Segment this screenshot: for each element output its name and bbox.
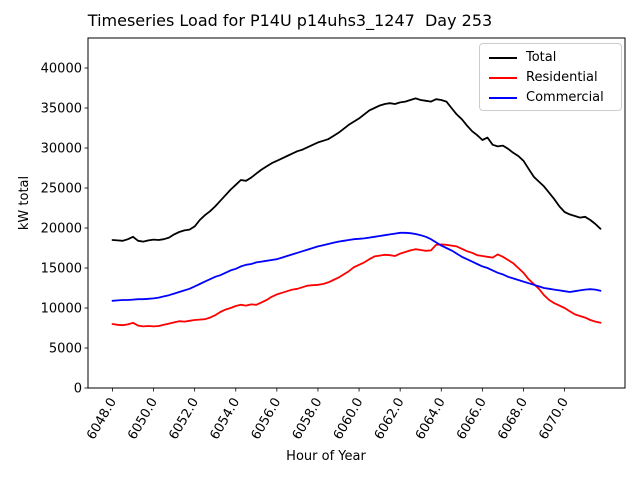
x-tick-label: 6056.0	[249, 396, 285, 443]
x-tick-label: 6048.0	[84, 396, 120, 443]
y-tick-label: 5000	[49, 342, 82, 357]
legend-label-total: Total	[526, 50, 557, 65]
x-tick-label: 6052.0	[166, 396, 202, 443]
y-tick-label: 15000	[41, 262, 82, 277]
series-line-residential	[111, 243, 602, 328]
y-tick-label: 40000	[41, 62, 82, 77]
y-tick-label: 0	[74, 382, 82, 397]
legend-label-commercial: Commercial	[526, 90, 604, 105]
chart-title: Timeseries Load for P14U p14uhs3_1247 Da…	[87, 11, 493, 30]
legend-entry-residential: Residential	[489, 68, 621, 88]
x-tick-label: 6068.0	[495, 396, 531, 443]
series-line-commercial	[111, 231, 602, 302]
y-tick-label: 30000	[41, 142, 82, 157]
legend: Total Residential Commercial	[479, 43, 622, 111]
x-tick-label: 6058.0	[290, 396, 326, 443]
legend-line-sample-residential	[489, 77, 517, 79]
x-tick-label: 6066.0	[454, 396, 490, 443]
y-tick-label: 25000	[41, 182, 82, 197]
y-tick-label: 10000	[41, 302, 82, 317]
legend-line-sample-commercial	[489, 97, 517, 99]
y-tick-label: 35000	[41, 102, 82, 117]
series-line-total	[111, 97, 602, 243]
legend-label-residential: Residential	[526, 70, 598, 85]
x-tick-label: 6070.0	[536, 396, 572, 443]
x-tick-label: 6060.0	[331, 396, 367, 443]
axes-frame	[87, 37, 626, 389]
x-tick-label: 6064.0	[413, 396, 449, 443]
x-tick-label: 6054.0	[207, 396, 243, 443]
y-axis-label: kW total	[17, 176, 32, 230]
legend-line-sample-total	[489, 57, 517, 59]
x-tick-label: 6062.0	[372, 396, 408, 443]
legend-entry-commercial: Commercial	[489, 88, 621, 108]
y-tick-label: 20000	[41, 222, 82, 237]
legend-entry-total: Total	[489, 48, 621, 68]
x-tick-label: 6050.0	[125, 396, 161, 443]
x-axis-label: Hour of Year	[286, 449, 366, 464]
